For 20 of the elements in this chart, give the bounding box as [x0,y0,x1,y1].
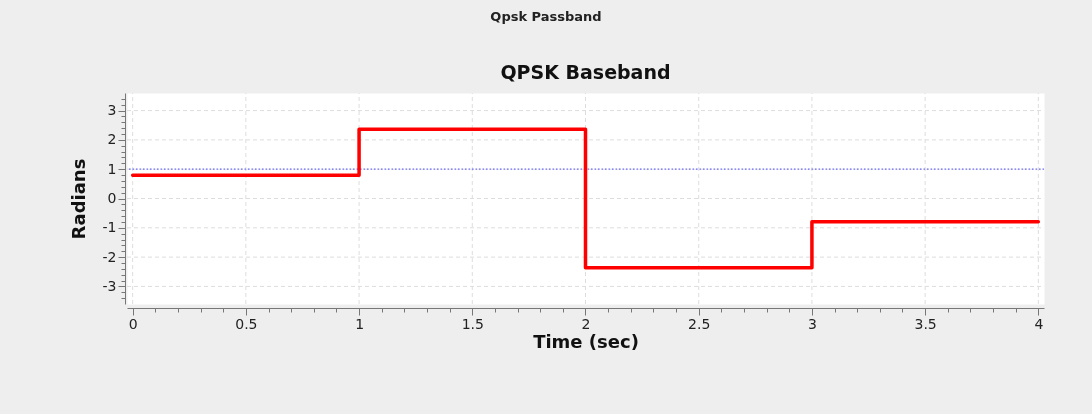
x-tick-label: 1.5 [461,315,484,332]
chart-title: QPSK Baseband [500,61,671,83]
x-tick-label: 0 [128,315,138,332]
x-tick-label: 4 [1034,315,1044,332]
y-tick-label: 0 [107,190,117,206]
y-tick-label: -1 [102,219,117,236]
x-tick-label: 2.5 [688,315,711,332]
y-tick-label: 3 [107,102,117,119]
x-tick-label: 3 [807,315,817,332]
y-tick-label: -3 [102,277,117,294]
y-axis-title: Radians [67,158,89,240]
text: Qpsk Passband [490,9,602,24]
x-tick-label: 2 [581,315,591,332]
y-tick-label: 1 [107,160,117,177]
x-tick-label: 0.5 [235,315,258,332]
y-tick-label: 2 [107,131,117,148]
x-tick-label: 1 [355,315,365,332]
x-axis-title: Time (sec) [533,330,639,352]
y-tick-label: -2 [102,248,117,265]
x-tick-label: 3.5 [914,315,937,332]
